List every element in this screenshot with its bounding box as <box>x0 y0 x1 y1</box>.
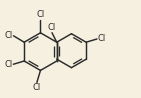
Text: Cl: Cl <box>98 34 106 43</box>
Text: Cl: Cl <box>4 60 12 69</box>
Text: Cl: Cl <box>32 83 41 92</box>
Text: Cl: Cl <box>36 10 45 19</box>
Text: Cl: Cl <box>4 31 13 40</box>
Text: Cl: Cl <box>47 23 56 32</box>
